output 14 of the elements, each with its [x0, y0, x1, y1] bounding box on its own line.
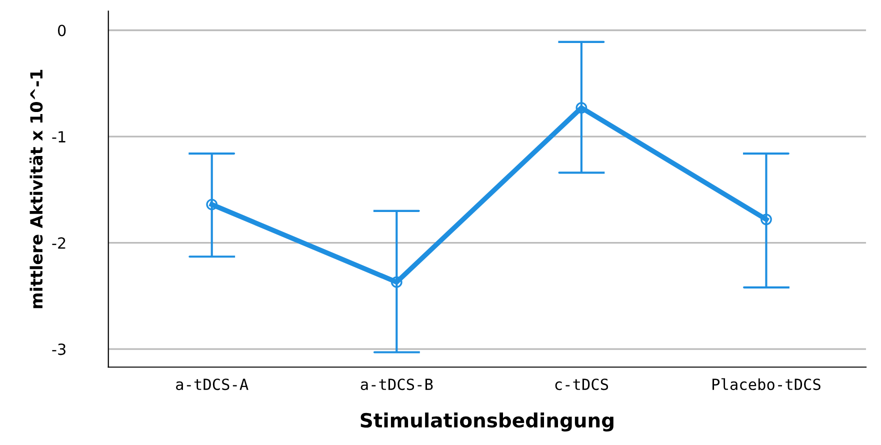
y-axis-title: mittlere Aktivität x 10^-1 — [30, 70, 43, 308]
point — [390, 276, 402, 288]
x-tick-label: Placebo-tDCS — [712, 378, 820, 390]
y-tick-label: -3 — [52, 344, 66, 356]
x-tick-label: a-tDCS-B — [360, 378, 433, 390]
x-axis-title: Stimulationsbedingung — [360, 412, 614, 432]
x-tick-label: c-tDCS — [555, 378, 608, 390]
y-tick-label: -2 — [52, 237, 66, 249]
y-tick-label: -1 — [52, 131, 66, 142]
x-tick-label: a-tDCS-A — [176, 378, 248, 390]
point — [206, 198, 218, 210]
point — [760, 214, 772, 226]
y-tick-label: 0 — [58, 24, 66, 36]
point — [576, 102, 588, 114]
